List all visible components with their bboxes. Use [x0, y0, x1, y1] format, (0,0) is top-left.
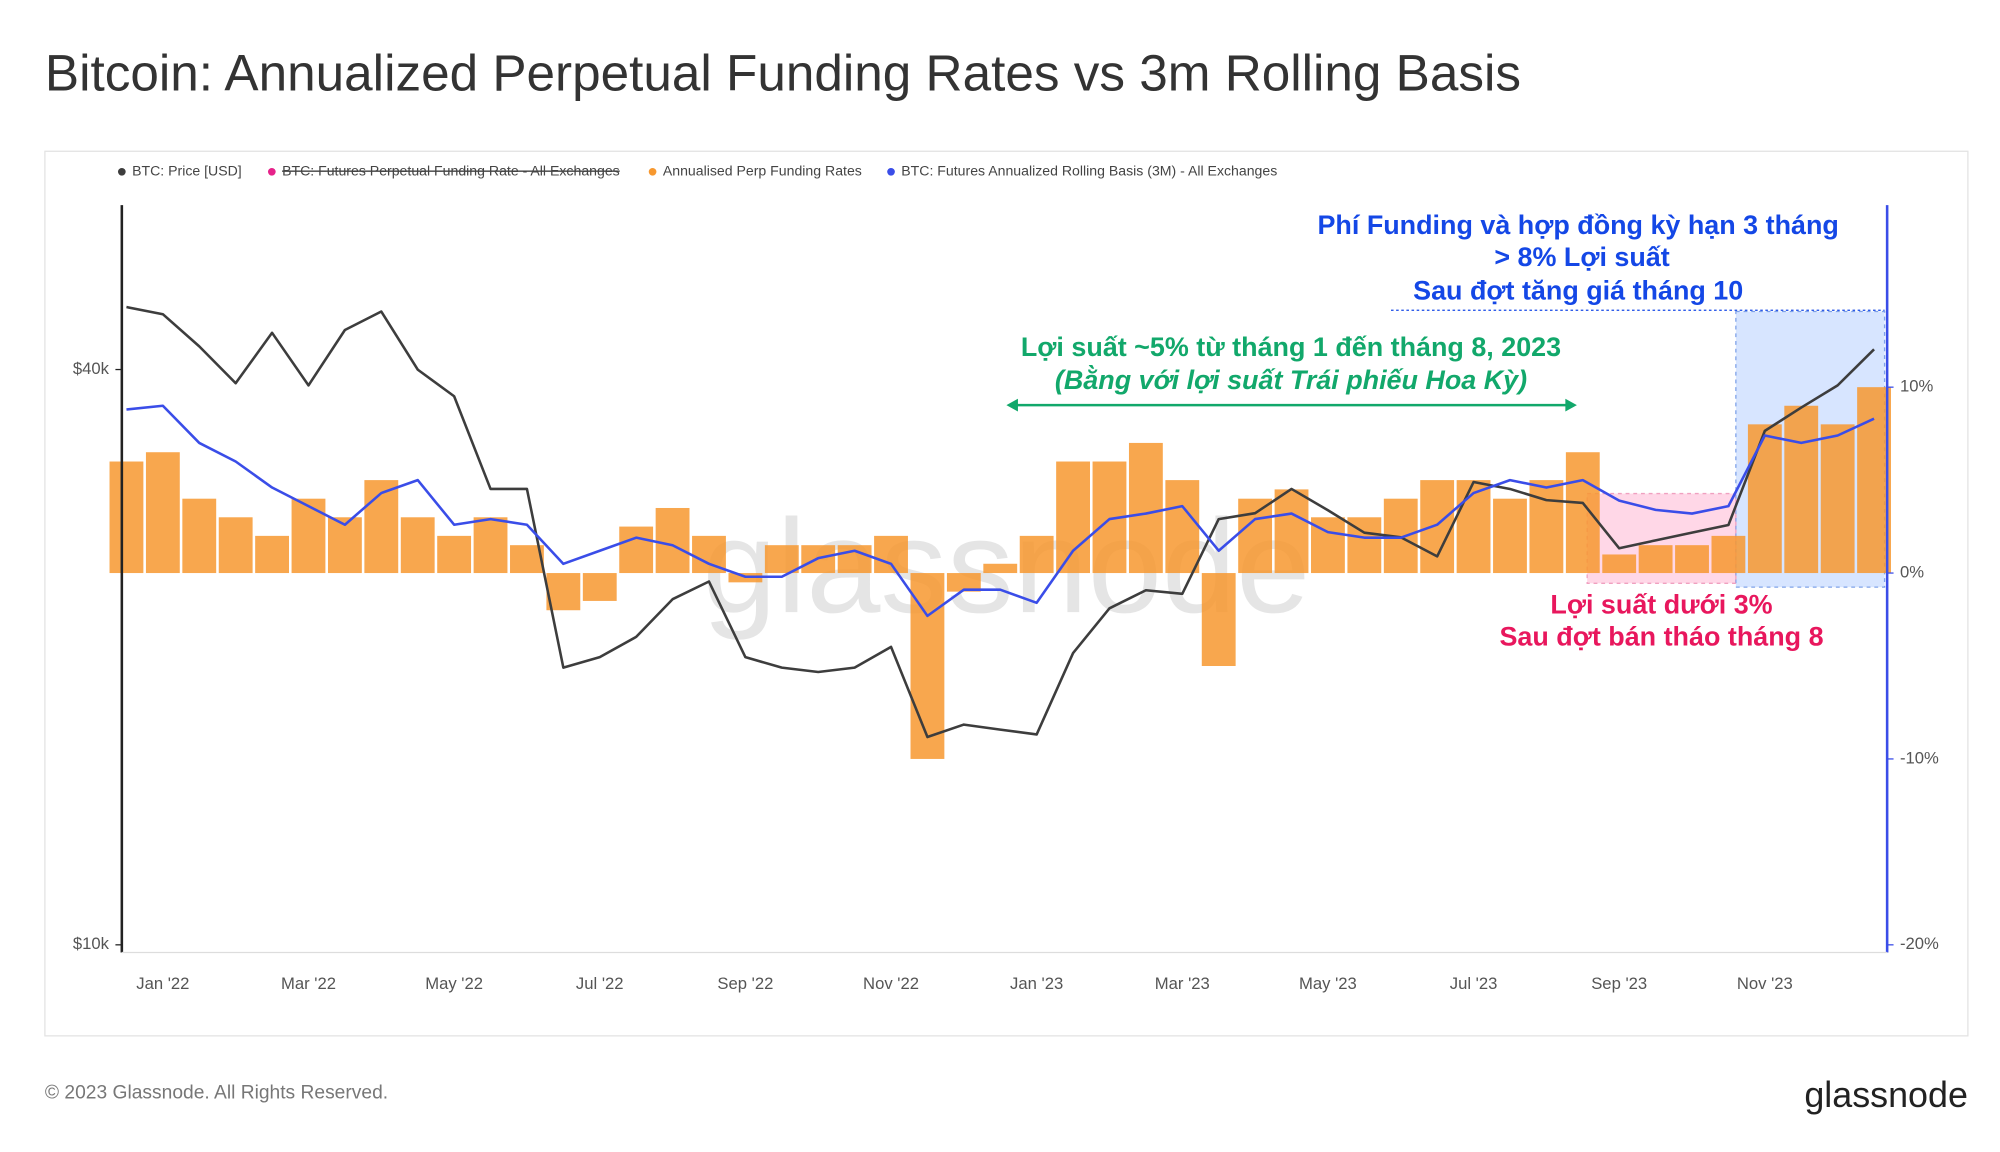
legend-swatch	[887, 167, 895, 176]
bar	[1529, 480, 1564, 574]
x-tick-label: Nov '23	[1737, 974, 1793, 993]
annotation: (Bằng với lợi suất Trái phiếu Hoa Kỳ)	[1055, 364, 1527, 395]
legend-swatch	[117, 167, 126, 176]
annotation: > 8% Lợi suất	[1494, 242, 1669, 272]
x-tick-label: Jul '22	[576, 974, 624, 993]
annotation: Lợi suất dưới 3%	[1550, 589, 1772, 619]
bar	[327, 517, 362, 574]
legend-label: BTC: Price [USD]	[132, 163, 242, 179]
annotation: Lợi suất ~5% từ tháng 1 đến tháng 8, 202…	[1021, 332, 1561, 362]
bar	[983, 563, 1018, 574]
bar	[1602, 554, 1637, 574]
bar	[946, 573, 981, 592]
bar	[1857, 387, 1891, 574]
bar	[182, 498, 217, 574]
annotation: Phí Funding và hợp đồng kỳ hạn 3 tháng	[1317, 210, 1838, 240]
bar	[1456, 480, 1491, 574]
annotation: Sau đợt tăng giá tháng 10	[1413, 275, 1743, 305]
bar	[364, 480, 399, 574]
bar	[837, 545, 872, 574]
footer: © 2023 Glassnode. All Rights Reserved.	[45, 1083, 388, 1104]
chart-title: Bitcoin: Annualized Perpetual Funding Ra…	[45, 44, 1521, 101]
bar	[400, 517, 435, 574]
line	[126, 404, 1875, 618]
bar	[1747, 424, 1782, 574]
y2-tick-label: -20%	[1900, 934, 1939, 953]
bar	[1128, 442, 1163, 574]
legend: BTC: Price [USD] BTC: Futures Perpetual F…	[117, 163, 1277, 179]
bar	[1238, 498, 1273, 574]
x-tick-label: May '22	[425, 974, 483, 993]
bar	[1675, 545, 1709, 574]
legend-label: Annualised Perp Funding Rates	[663, 163, 862, 179]
bar	[1820, 424, 1855, 574]
bar	[546, 573, 581, 611]
x-tick-label: Nov '22	[863, 974, 919, 993]
bar	[764, 545, 799, 574]
x-tick-label: Jul '23	[1450, 974, 1498, 993]
annotation: Sau đợt bán tháo tháng 8	[1499, 622, 1823, 652]
bar	[145, 452, 180, 574]
x-tick-label: Mar '22	[281, 974, 336, 993]
x-tick-label: Sep '23	[1591, 974, 1647, 993]
bar	[655, 507, 690, 574]
bar	[1565, 452, 1600, 574]
chart-frame	[44, 150, 1969, 1037]
bar	[291, 498, 326, 574]
bar	[1638, 545, 1673, 574]
bar	[255, 535, 290, 574]
bar	[218, 517, 253, 574]
plot	[109, 305, 1891, 759]
bar	[582, 573, 617, 601]
logo: glassnode	[1804, 1075, 1968, 1115]
x-tick-label: Jan '23	[1010, 974, 1063, 993]
bar	[1784, 405, 1819, 574]
y2-tick-label: 10%	[1900, 377, 1934, 396]
x-tick-label: Jan '22	[136, 974, 189, 993]
legend-label: BTC: Futures Annualized Rolling Basis (3…	[901, 163, 1277, 179]
bar	[1201, 573, 1236, 666]
y-tick-label: $10k	[73, 934, 110, 953]
bar	[109, 461, 144, 574]
y2-tick-label: 0%	[1900, 562, 1924, 581]
x-tick-label: Sep '22	[717, 974, 773, 993]
line	[126, 305, 1875, 739]
bar	[1056, 461, 1090, 574]
y-tick-label: $40k	[73, 359, 110, 378]
bar	[1274, 489, 1309, 574]
x-tick-label: May '23	[1299, 974, 1357, 993]
bar	[437, 535, 472, 574]
bar	[1493, 498, 1527, 574]
bar	[619, 526, 654, 574]
bar	[1420, 480, 1455, 574]
bar	[910, 573, 945, 759]
x-tick-label: Mar '23	[1155, 974, 1210, 993]
bar	[1711, 535, 1746, 574]
legend-label: BTC: Futures Perpetual Funding Rate - Al…	[282, 163, 620, 179]
legend-swatch	[267, 167, 276, 176]
bar	[1019, 535, 1054, 574]
bar	[1165, 480, 1200, 574]
bar	[473, 517, 508, 574]
legend-swatch	[648, 167, 657, 176]
y2-tick-label: -10%	[1900, 748, 1939, 767]
bar	[874, 535, 908, 574]
